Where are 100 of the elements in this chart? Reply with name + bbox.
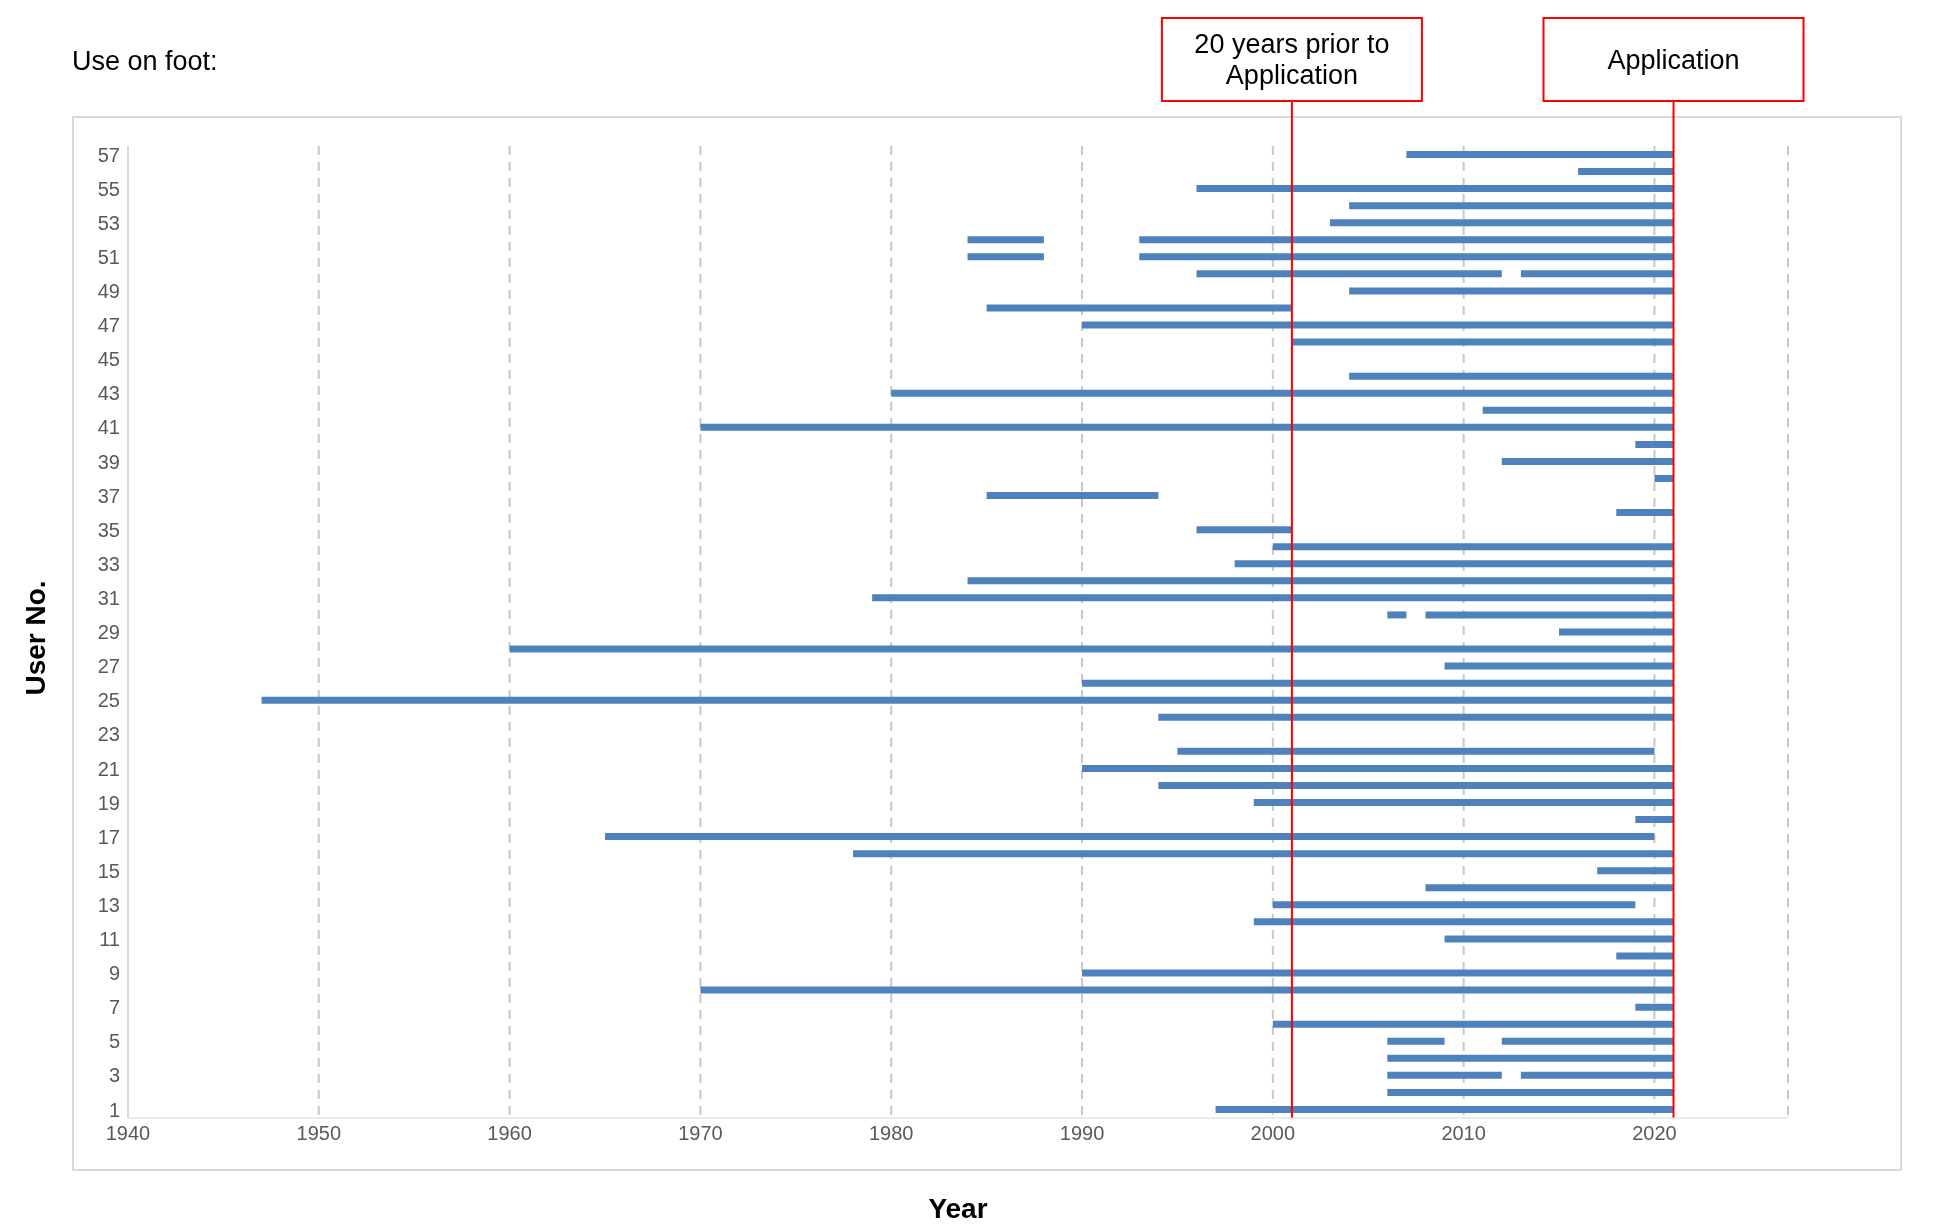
- bar: [700, 423, 1674, 431]
- bar: [986, 492, 1159, 500]
- bar: [1349, 287, 1674, 295]
- y-tick-label: 43: [97, 382, 120, 405]
- bar: [1616, 952, 1674, 960]
- y-tick-label: 21: [97, 757, 120, 780]
- y-tick-label: 53: [97, 211, 120, 234]
- x-tick-label: 1940: [105, 1122, 151, 1145]
- y-axis-title: User No.: [20, 580, 52, 696]
- bar: [1253, 918, 1674, 926]
- y-tick-label: 31: [97, 586, 120, 609]
- bar: [1082, 764, 1674, 772]
- y-tick-label: 57: [97, 143, 120, 166]
- y-tick-label: 3: [108, 1064, 120, 1087]
- y-tick-label: 5: [108, 1030, 120, 1053]
- bar: [1082, 679, 1674, 687]
- y-tick-label: 25: [97, 689, 120, 712]
- bar: [1082, 969, 1674, 977]
- bar: [1158, 781, 1674, 789]
- x-tick-label: 1950: [296, 1122, 342, 1145]
- bar: [1272, 543, 1674, 551]
- bar: [1406, 151, 1674, 158]
- bar: [1387, 1071, 1502, 1079]
- ref-line-label: 20 years prior to Application: [1194, 29, 1390, 90]
- x-tick-label: 2010: [1441, 1122, 1486, 1145]
- bar: [1425, 884, 1674, 892]
- y-tick-label: 1: [108, 1098, 120, 1121]
- bar: [1196, 185, 1674, 193]
- bar: [261, 696, 1674, 704]
- bar: [1482, 406, 1674, 414]
- bar: [1082, 321, 1674, 329]
- y-tick-label: 37: [97, 484, 120, 507]
- bar: [986, 304, 1292, 312]
- bar: [1501, 1037, 1674, 1045]
- bar: [891, 389, 1674, 397]
- bar: [1158, 713, 1674, 721]
- y-tick-label: 19: [97, 791, 120, 814]
- bar: [1387, 1037, 1445, 1045]
- bar: [1654, 475, 1674, 482]
- y-tick-label: 51: [97, 245, 120, 268]
- bar: [1349, 372, 1674, 380]
- x-tick-label: 1960: [487, 1122, 532, 1145]
- bar: [853, 850, 1674, 858]
- bar: [1330, 219, 1674, 227]
- y-tick-label: 41: [97, 416, 120, 439]
- y-tick-label: 17: [97, 825, 120, 848]
- bar: [1234, 560, 1674, 568]
- bar: [1272, 1020, 1674, 1028]
- bar: [1520, 1071, 1674, 1079]
- x-tick-label: 2020: [1632, 1122, 1677, 1145]
- bar: [1177, 747, 1655, 755]
- y-tick-label: 9: [108, 962, 120, 985]
- bar: [1139, 236, 1674, 244]
- bar: [1387, 1054, 1674, 1062]
- bar: [1635, 816, 1674, 824]
- y-tick-label: 55: [97, 177, 120, 200]
- bar: [1520, 270, 1674, 278]
- bar: [1444, 662, 1674, 670]
- y-tick-label: 15: [97, 859, 120, 882]
- bar: [1597, 867, 1674, 875]
- bar: [1253, 799, 1674, 806]
- y-tick-label: 47: [97, 314, 120, 337]
- bar: [1215, 1105, 1674, 1113]
- y-tick-label: 45: [97, 348, 120, 371]
- y-tick-label: 7: [108, 996, 120, 1019]
- bar: [967, 236, 1044, 244]
- bar: [1559, 628, 1674, 636]
- bar: [1635, 440, 1674, 448]
- bar: [1291, 338, 1674, 346]
- x-tick-label: 1990: [1059, 1122, 1105, 1145]
- x-tick-label: 1970: [678, 1122, 723, 1145]
- bar: [967, 577, 1674, 585]
- x-axis-title: Year: [927, 1193, 989, 1224]
- bar: [1349, 202, 1674, 210]
- y-tick-label: 29: [97, 621, 120, 644]
- y-tick-label: 39: [97, 450, 120, 473]
- bar: [700, 986, 1674, 994]
- bar: [1196, 270, 1502, 278]
- bar: [1387, 611, 1407, 619]
- x-tick-label: 2000: [1250, 1122, 1296, 1145]
- ref-line-label: Application: [1607, 44, 1740, 75]
- bar: [1578, 168, 1674, 176]
- x-tick-label: 1980: [868, 1122, 914, 1145]
- y-tick-label: 13: [97, 893, 120, 916]
- bar: [1425, 611, 1674, 619]
- chart-title: Use on foot:: [72, 46, 218, 77]
- bar: [1196, 526, 1292, 534]
- bar: [605, 833, 1655, 841]
- bar: [509, 645, 1674, 653]
- y-tick-label: 33: [97, 552, 120, 575]
- bar: [1501, 457, 1674, 465]
- bar: [1272, 901, 1636, 909]
- y-tick-label: 23: [97, 723, 120, 746]
- bar: [1387, 1088, 1674, 1096]
- bar: [967, 253, 1044, 261]
- bar: [1635, 1003, 1674, 1011]
- y-tick-label: 35: [97, 518, 120, 541]
- bar: [1139, 253, 1674, 261]
- y-tick-label: 11: [99, 928, 120, 951]
- bar: [872, 594, 1674, 602]
